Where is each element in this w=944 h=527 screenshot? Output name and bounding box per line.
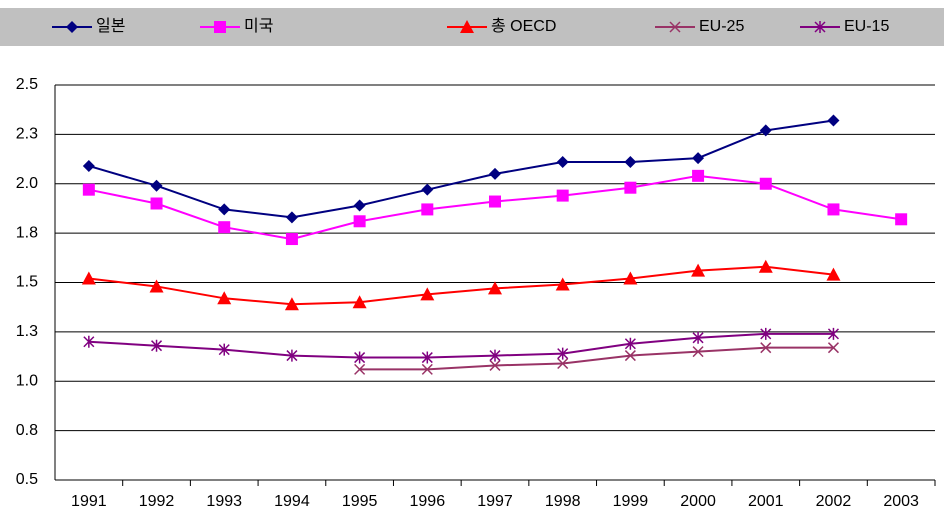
series-line [88, 265, 834, 306]
data-point [624, 350, 636, 362]
data-point [826, 267, 841, 281]
y-tick-label: 2.0 [16, 175, 38, 192]
data-point [218, 203, 231, 216]
y-tick-label: 1.5 [16, 274, 38, 291]
legend-marker [214, 21, 226, 33]
data-point [691, 263, 706, 277]
data-point [692, 152, 705, 165]
data-point [827, 342, 839, 354]
series-line [88, 119, 834, 219]
legend-label: 총 OECD [491, 17, 556, 35]
series-line [88, 332, 834, 359]
series-line [359, 346, 834, 371]
y-tick-label: 1.3 [16, 323, 38, 340]
y-tick-label: 0.5 [16, 471, 38, 488]
x-tick-label: 1998 [545, 493, 581, 510]
data-point [624, 337, 636, 350]
data-point [150, 197, 163, 210]
data-point [555, 277, 570, 291]
data-point [421, 351, 433, 364]
data-point [556, 156, 569, 169]
data-point [692, 331, 704, 344]
data-point [353, 199, 366, 212]
x-tick-label: 2000 [680, 493, 716, 510]
y-tick-label: 2.3 [16, 126, 38, 143]
data-point [151, 339, 163, 352]
legend-label: 미국 [244, 17, 273, 35]
x-tick-label: 2003 [883, 493, 919, 510]
data-point [692, 346, 704, 358]
data-point [285, 211, 298, 224]
data-point [81, 271, 96, 285]
legend-marker [66, 21, 78, 33]
x-tick-label: 1999 [613, 493, 649, 510]
data-point [623, 271, 638, 285]
data-point [354, 363, 366, 375]
data-point [827, 327, 839, 340]
legend-marker [669, 21, 681, 33]
legend-label: EU-15 [844, 18, 889, 35]
data-point [421, 363, 433, 375]
data-point [421, 183, 434, 196]
data-point [557, 347, 569, 360]
x-tick-label: 1991 [71, 493, 107, 510]
data-point [692, 169, 705, 182]
data-point [624, 181, 637, 194]
data-point [489, 167, 501, 180]
x-tick-label: 2001 [748, 493, 784, 510]
data-point [150, 179, 163, 192]
data-point [827, 114, 840, 127]
data-point [354, 351, 366, 364]
data-point [420, 287, 435, 301]
data-point [421, 203, 434, 216]
data-point [760, 342, 772, 354]
y-tick-label: 1.0 [16, 372, 38, 389]
data-point [624, 156, 637, 169]
data-point [489, 195, 501, 208]
data-point [759, 124, 772, 137]
x-tick-label: 1995 [342, 493, 378, 510]
x-tick-label: 1992 [139, 493, 175, 510]
data-point [827, 203, 840, 216]
data-point [353, 215, 366, 228]
data-point [286, 349, 298, 362]
data-point [557, 357, 569, 370]
x-tick-label: 1996 [410, 493, 446, 510]
x-tick-label: 2002 [816, 493, 852, 510]
legend-label: EU-25 [699, 18, 744, 35]
legend-label: 일본 [96, 17, 125, 35]
y-tick-label: 1.8 [16, 224, 38, 241]
x-tick-label: 1994 [274, 493, 310, 510]
data-point [83, 335, 95, 348]
data-point [285, 233, 298, 246]
data-point [352, 295, 367, 309]
data-point [758, 259, 773, 273]
data-point [488, 281, 502, 295]
data-point [149, 279, 164, 293]
data-point [82, 183, 95, 196]
y-tick-label: 0.8 [16, 422, 38, 439]
data-point [759, 177, 772, 190]
data-point [489, 349, 501, 362]
data-point [217, 291, 232, 305]
data-point [218, 343, 230, 356]
data-point [218, 221, 231, 234]
data-point [895, 213, 908, 226]
x-tick-label: 1993 [206, 493, 242, 510]
data-point [556, 189, 569, 202]
y-tick-label: 2.5 [16, 76, 38, 93]
data-point [284, 297, 299, 311]
x-tick-label: 1997 [477, 493, 513, 510]
legend-marker [814, 21, 826, 33]
data-point [489, 359, 501, 371]
data-point [760, 327, 772, 340]
legend-marker [460, 20, 474, 33]
data-point [82, 159, 95, 172]
